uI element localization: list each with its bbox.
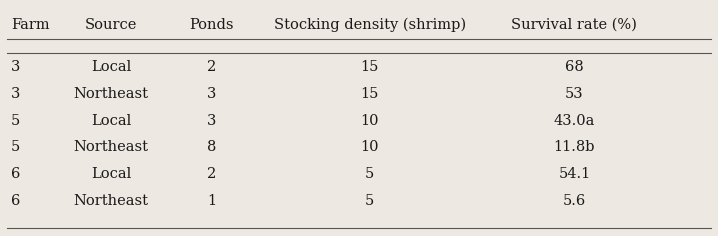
Text: 5.6: 5.6 [563, 194, 586, 208]
Text: 3: 3 [207, 114, 217, 128]
Text: 5: 5 [11, 140, 20, 154]
Text: 5: 5 [11, 114, 20, 128]
Text: 10: 10 [360, 114, 379, 128]
Text: 68: 68 [565, 60, 584, 74]
Text: 53: 53 [565, 87, 584, 101]
Text: 5: 5 [365, 167, 374, 181]
Text: 2: 2 [208, 60, 216, 74]
Text: 5: 5 [365, 194, 374, 208]
Text: Farm: Farm [11, 18, 50, 32]
Text: Local: Local [91, 167, 131, 181]
Text: 6: 6 [11, 194, 20, 208]
Text: 6: 6 [11, 167, 20, 181]
Text: 11.8b: 11.8b [554, 140, 595, 154]
Text: 10: 10 [360, 140, 379, 154]
Text: Northeast: Northeast [74, 87, 149, 101]
Text: 3: 3 [207, 87, 217, 101]
Text: 15: 15 [360, 60, 379, 74]
Text: Local: Local [91, 60, 131, 74]
Text: Stocking density (shrimp): Stocking density (shrimp) [274, 18, 466, 32]
Text: 43.0a: 43.0a [554, 114, 595, 128]
Text: 1: 1 [208, 194, 216, 208]
Text: Source: Source [85, 18, 137, 32]
Text: 15: 15 [360, 87, 379, 101]
Text: 2: 2 [208, 167, 216, 181]
Text: Ponds: Ponds [190, 18, 234, 32]
Text: 3: 3 [11, 60, 20, 74]
Text: Northeast: Northeast [74, 194, 149, 208]
Text: Survival rate (%): Survival rate (%) [511, 18, 638, 32]
Text: 54.1: 54.1 [559, 167, 590, 181]
Text: 8: 8 [207, 140, 217, 154]
Text: 3: 3 [11, 87, 20, 101]
Text: Northeast: Northeast [74, 140, 149, 154]
Text: Local: Local [91, 114, 131, 128]
